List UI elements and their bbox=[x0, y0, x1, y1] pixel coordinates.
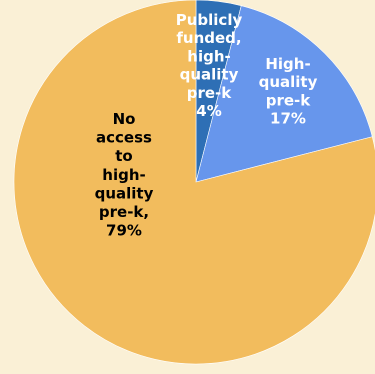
slice-label-1-line-0: High- bbox=[265, 55, 310, 73]
slice-label-0-line-0: Publicly bbox=[176, 11, 243, 29]
slice-label-2-line-5: pre-k, bbox=[99, 203, 149, 221]
slice-label-1-line-1: quality bbox=[259, 73, 318, 91]
slice-label-1-line-2: pre-k bbox=[266, 91, 312, 109]
slice-label-0-line-2: high- bbox=[187, 47, 230, 65]
slice-label-2-line-2: to bbox=[115, 147, 132, 165]
slice-label-2-line-0: No bbox=[113, 110, 136, 128]
slices-layer bbox=[13, 0, 375, 365]
slice-label-0-line-1: funded, bbox=[176, 29, 241, 47]
slice-label-0-line-4: pre-k bbox=[187, 84, 233, 102]
slice-label-1: High-quality pre-k 17% bbox=[259, 55, 318, 128]
slice-label-2-line-6: 79% bbox=[106, 222, 142, 240]
slice-label-2-line-3: high- bbox=[102, 166, 145, 184]
labels-layer: Publicly funded, high-quality pre-k 4%High-q… bbox=[95, 11, 318, 240]
slice-label-0-line-5: 4% bbox=[196, 102, 221, 120]
slice-label-0-line-3: quality bbox=[180, 66, 239, 84]
slice-label-2: No access to high-quality pre-k, 79% bbox=[95, 110, 154, 240]
pie-slice-2 bbox=[13, 0, 375, 365]
slice-label-2-line-1: access bbox=[96, 129, 152, 147]
slice-label-2-line-4: quality bbox=[95, 184, 154, 202]
slice-label-1-line-3: 17% bbox=[270, 110, 306, 128]
pie-slice-1 bbox=[195, 5, 373, 183]
slice-label-0: Publicly funded, high-quality pre-k 4% bbox=[176, 11, 243, 120]
